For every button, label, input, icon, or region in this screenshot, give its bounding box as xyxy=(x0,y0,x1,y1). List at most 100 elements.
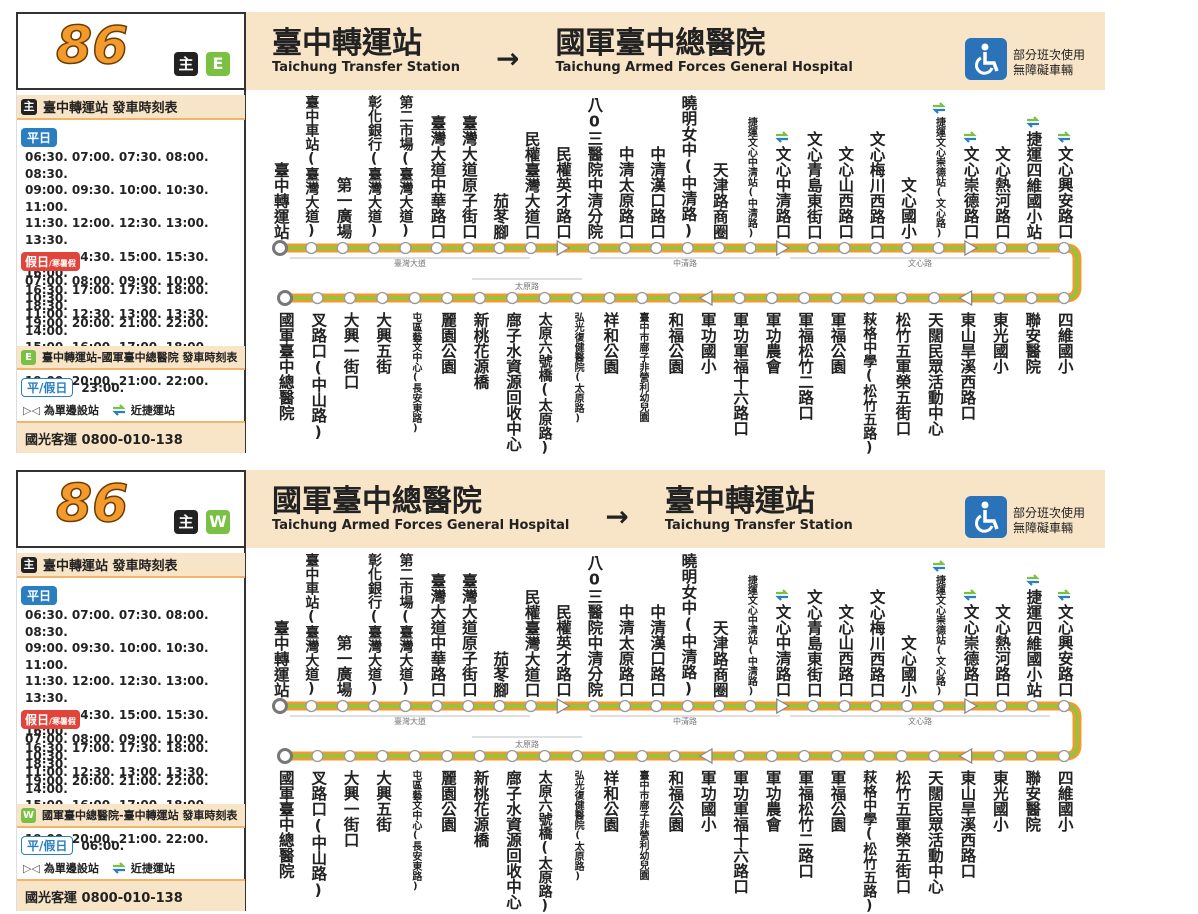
accessible-icon xyxy=(965,38,1007,80)
stop-marker xyxy=(311,291,324,305)
mrt-arrow-bottom xyxy=(775,137,788,143)
mrt-arrow-bottom xyxy=(112,410,125,416)
stop-name: 弘光復健醫院(太原路) xyxy=(572,770,584,882)
stop-marker xyxy=(408,749,421,763)
top-stop: 民權臺灣大道口 xyxy=(520,96,542,240)
stop-marker xyxy=(806,241,820,255)
one-side-marker xyxy=(958,289,973,307)
stop-marker xyxy=(343,291,357,305)
top-stop: 彰化銀行(臺灣大道) xyxy=(363,553,385,697)
bottom-stop: 軍功農會 xyxy=(761,770,783,910)
bottom-stop: 東山旱溪西路口 xyxy=(956,770,978,910)
road-label: 文心路 xyxy=(908,258,932,268)
holiday-label: 假日 xyxy=(25,713,50,727)
stop-name: 東光國小 xyxy=(990,770,1009,832)
one-side-marker xyxy=(698,289,713,307)
stop-name: 文心熱河路口 xyxy=(993,604,1012,697)
to-zh: 國軍臺中總醫院 xyxy=(555,26,766,61)
top-stop: 捷運四維國小站 xyxy=(1022,554,1044,697)
stop-marker xyxy=(798,749,811,763)
bottom-stop: 大興五街 xyxy=(371,312,393,452)
stop-name: 軍功軍福十六路口 xyxy=(731,312,750,436)
mrt-icon xyxy=(931,102,946,114)
route-line-inner xyxy=(280,246,1079,300)
stop-name: 臺灣大道中華路口 xyxy=(428,115,447,239)
stop-name: 屯區藝文中心(長安東路) xyxy=(409,312,421,434)
top-stop: 文心青島東街口 xyxy=(802,554,824,698)
bottom-stop: 萩格中學(松竹五路) xyxy=(858,770,880,914)
one-side-marker xyxy=(964,239,979,257)
route-line-outer xyxy=(280,701,1082,761)
wheelchair xyxy=(975,501,999,533)
stop-marker xyxy=(1026,699,1039,713)
stop-marker xyxy=(869,699,882,713)
stop-marker xyxy=(1026,241,1039,255)
stop-name: 文心山西路口 xyxy=(836,146,855,239)
stop-name: 軍功國小 xyxy=(698,770,717,832)
stop-name: 軍功軍福十六路口 xyxy=(731,770,750,894)
top-stop: 臺灣大道中華路口 xyxy=(426,554,448,697)
stop-marker xyxy=(932,241,945,255)
stop-name: 第二市場(臺灣大道) xyxy=(397,553,414,697)
stop-name: 捷運四維國小站 xyxy=(1024,588,1043,698)
top-stop: 臺灣大道原子街口 xyxy=(457,96,479,239)
stop-marker xyxy=(830,291,843,305)
time-row: 19:00. 20:00. 21:00. 22:00. xyxy=(25,315,209,330)
stop-marker xyxy=(570,749,584,763)
one-side-icon: ▷◁ xyxy=(23,403,40,417)
direction-badge: E xyxy=(206,52,230,76)
direction-badge: E xyxy=(21,349,36,365)
stop-name: 文心國小 xyxy=(898,177,917,239)
top-stop: 臺灣大道中華路口 xyxy=(426,96,448,239)
mrt-arrow-top xyxy=(775,131,789,137)
stop-name: 彰化銀行(臺灣大道) xyxy=(366,95,383,239)
header: 臺中轉運站 Taichung Transfer Station → 國軍臺中總醫院 Ta… xyxy=(246,12,1105,90)
mrt-arrow-top xyxy=(112,404,126,410)
mrt-icon xyxy=(1057,131,1071,143)
holiday-badge: 假日/寒暑假 xyxy=(21,710,80,729)
terminal-marker xyxy=(272,240,288,256)
mrt-arrow-top xyxy=(932,102,946,108)
stop-name: 文心崇德路口 xyxy=(961,604,980,697)
wheelchair xyxy=(975,43,999,75)
top-stop: 第一廣場 xyxy=(332,554,354,697)
from-block: 臺中轉運站 Taichung Transfer Station xyxy=(272,28,460,75)
legend: ▷◁ 為單邊設站 近捷運站 xyxy=(23,402,175,418)
weekday-times: 06:30. 07:00. 07:30. 08:00. 08:30. 09:00.… xyxy=(25,149,244,332)
road-label: 中清路 xyxy=(673,258,697,268)
to-block: 臺中轉運站 Taichung Transfer Station xyxy=(665,486,853,533)
stop-marker xyxy=(1057,241,1071,255)
stop-marker xyxy=(995,241,1008,255)
mrt-arrow-top xyxy=(1058,131,1071,137)
stop-marker xyxy=(430,699,443,713)
top-stop: 捷運文心崇德站(文心路) xyxy=(928,96,950,239)
bottom-stop: 天闊民眾活動中心 xyxy=(923,770,945,910)
bottom-stop: 大興一街口 xyxy=(339,312,361,452)
top-stop: 文心崇德路口 xyxy=(959,554,981,697)
mrt-arrow-top xyxy=(963,131,977,137)
stop-name: 東山旱溪西路口 xyxy=(958,312,977,421)
bottom-stop: 松竹五軍榮五街口 xyxy=(891,312,913,452)
top-stop: 臺中車站(臺灣大道) xyxy=(300,553,322,697)
stop-marker xyxy=(681,699,694,713)
bottom-stop: 軍功國小 xyxy=(696,770,718,910)
time-row: 09:00. 09:30. 10:00. 10:30. 11:00. xyxy=(25,641,209,672)
stop-marker xyxy=(441,291,454,305)
stop-marker xyxy=(524,241,538,255)
stop-name: 捷運文心中清站(中清路) xyxy=(745,117,757,239)
mrt-arrow-top xyxy=(775,589,789,595)
bottom-stop: 聯安醫院 xyxy=(1021,312,1043,452)
accessible-text: 部分班次使用 xyxy=(1013,506,1086,520)
top-stop: 臺中車站(臺灣大道) xyxy=(300,95,322,239)
stop-name: 天闊民眾活動中心 xyxy=(925,312,944,436)
mrt-arrow-bottom xyxy=(931,566,945,572)
to-en: Taichung Transfer Station xyxy=(664,517,853,533)
mrt-icon xyxy=(775,589,789,601)
top-stop: 民權英才路口 xyxy=(551,96,573,239)
direction-arrow: → xyxy=(605,500,629,533)
stop-name: 茄苳腳 xyxy=(491,192,510,240)
stop-name: 臺灣大道原子街口 xyxy=(459,573,478,697)
stop-name: 大興一街口 xyxy=(341,312,360,390)
route-box: 86 主 E xyxy=(16,12,246,90)
top-stop: 中清太原路口 xyxy=(614,96,636,239)
